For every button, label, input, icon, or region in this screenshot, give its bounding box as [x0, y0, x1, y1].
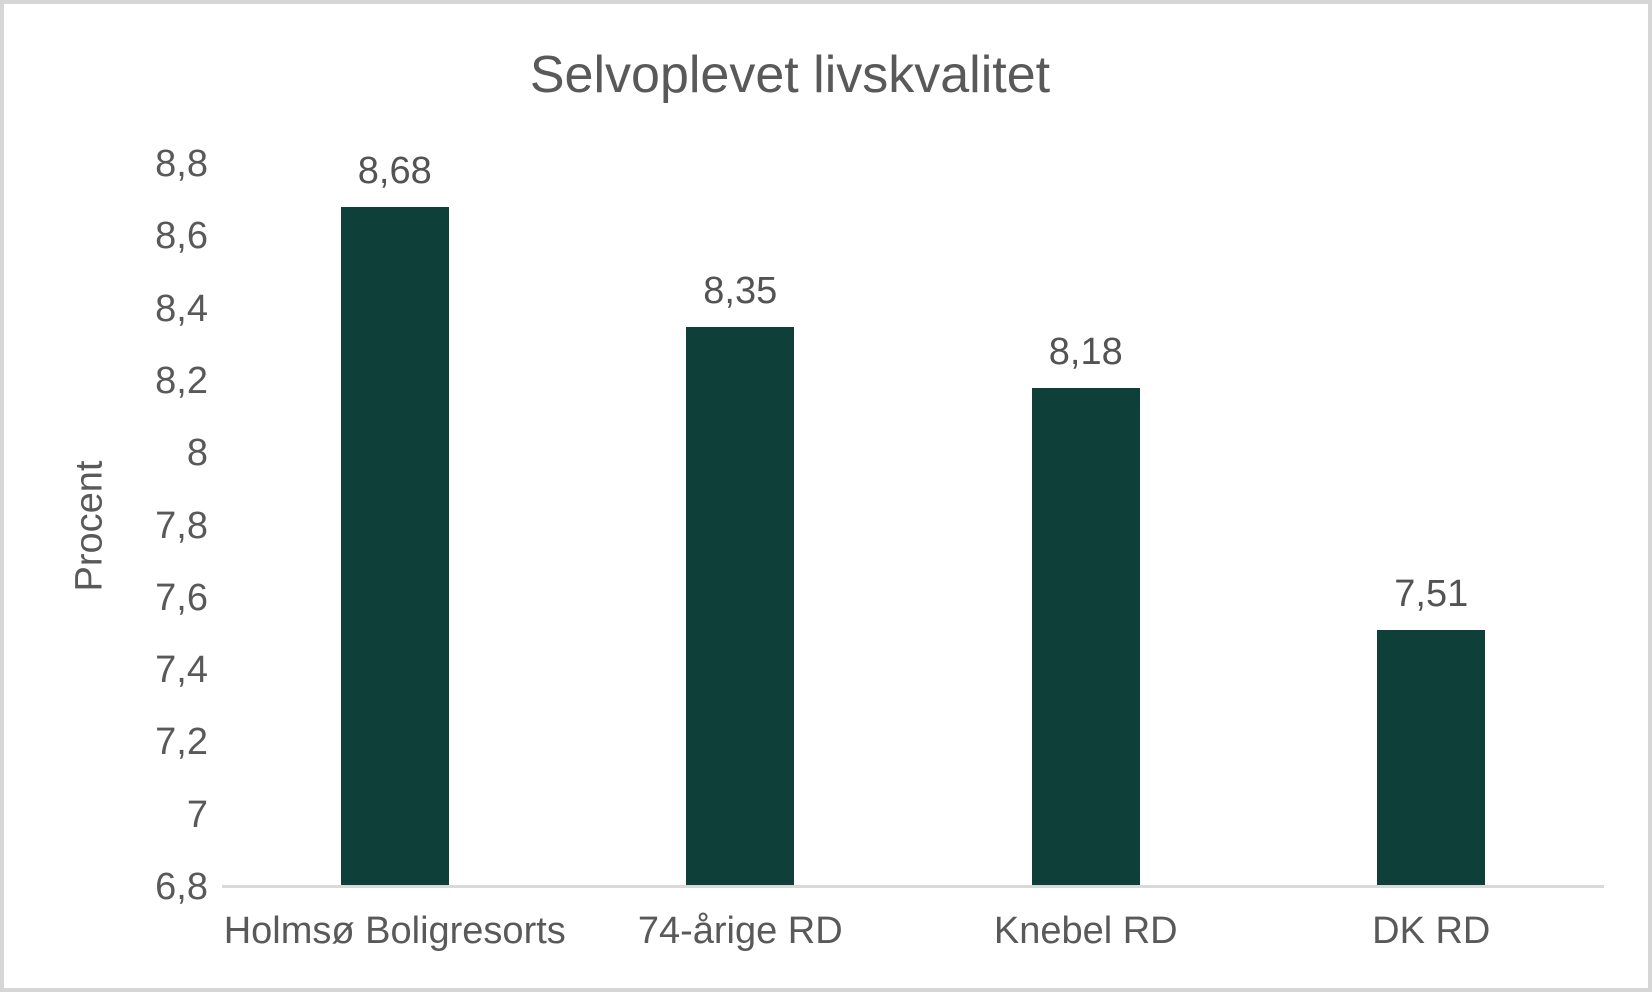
y-tick-label: 6,8 [155, 866, 208, 908]
bar-value-label: 8,35 [703, 269, 778, 312]
bar [1031, 388, 1140, 887]
y-tick-label: 8,6 [155, 215, 208, 258]
y-tick-label: 8 [186, 432, 208, 475]
chart-title: Selvoplevet livskvalitet [529, 46, 1051, 104]
bar-value-label: 7,51 [1394, 573, 1469, 616]
bar-value-label: 8,18 [1048, 331, 1123, 374]
bar [340, 207, 449, 887]
y-tick-label: 7,2 [155, 721, 208, 764]
y-tick-label: 8,8 [155, 143, 208, 185]
y-tick-label: 7,8 [155, 504, 208, 547]
y-tick-label: 8,2 [155, 359, 208, 402]
y-tick-label: 8,4 [155, 287, 208, 330]
x-category-label: Knebel RD [993, 910, 1178, 952]
y-tick-label: 7 [186, 793, 208, 836]
x-category-label: Holmsø Boligresorts [223, 910, 566, 952]
bar [686, 326, 795, 887]
y-tick-label: 7,4 [155, 649, 208, 692]
y-tick-label: 7,6 [155, 576, 208, 619]
x-axis-line [222, 885, 1604, 888]
bar [1377, 630, 1486, 887]
x-category-label: 74-årige RD [637, 910, 843, 952]
bar-value-label: 8,68 [357, 150, 432, 193]
x-category-label: DK RD [1372, 910, 1491, 952]
